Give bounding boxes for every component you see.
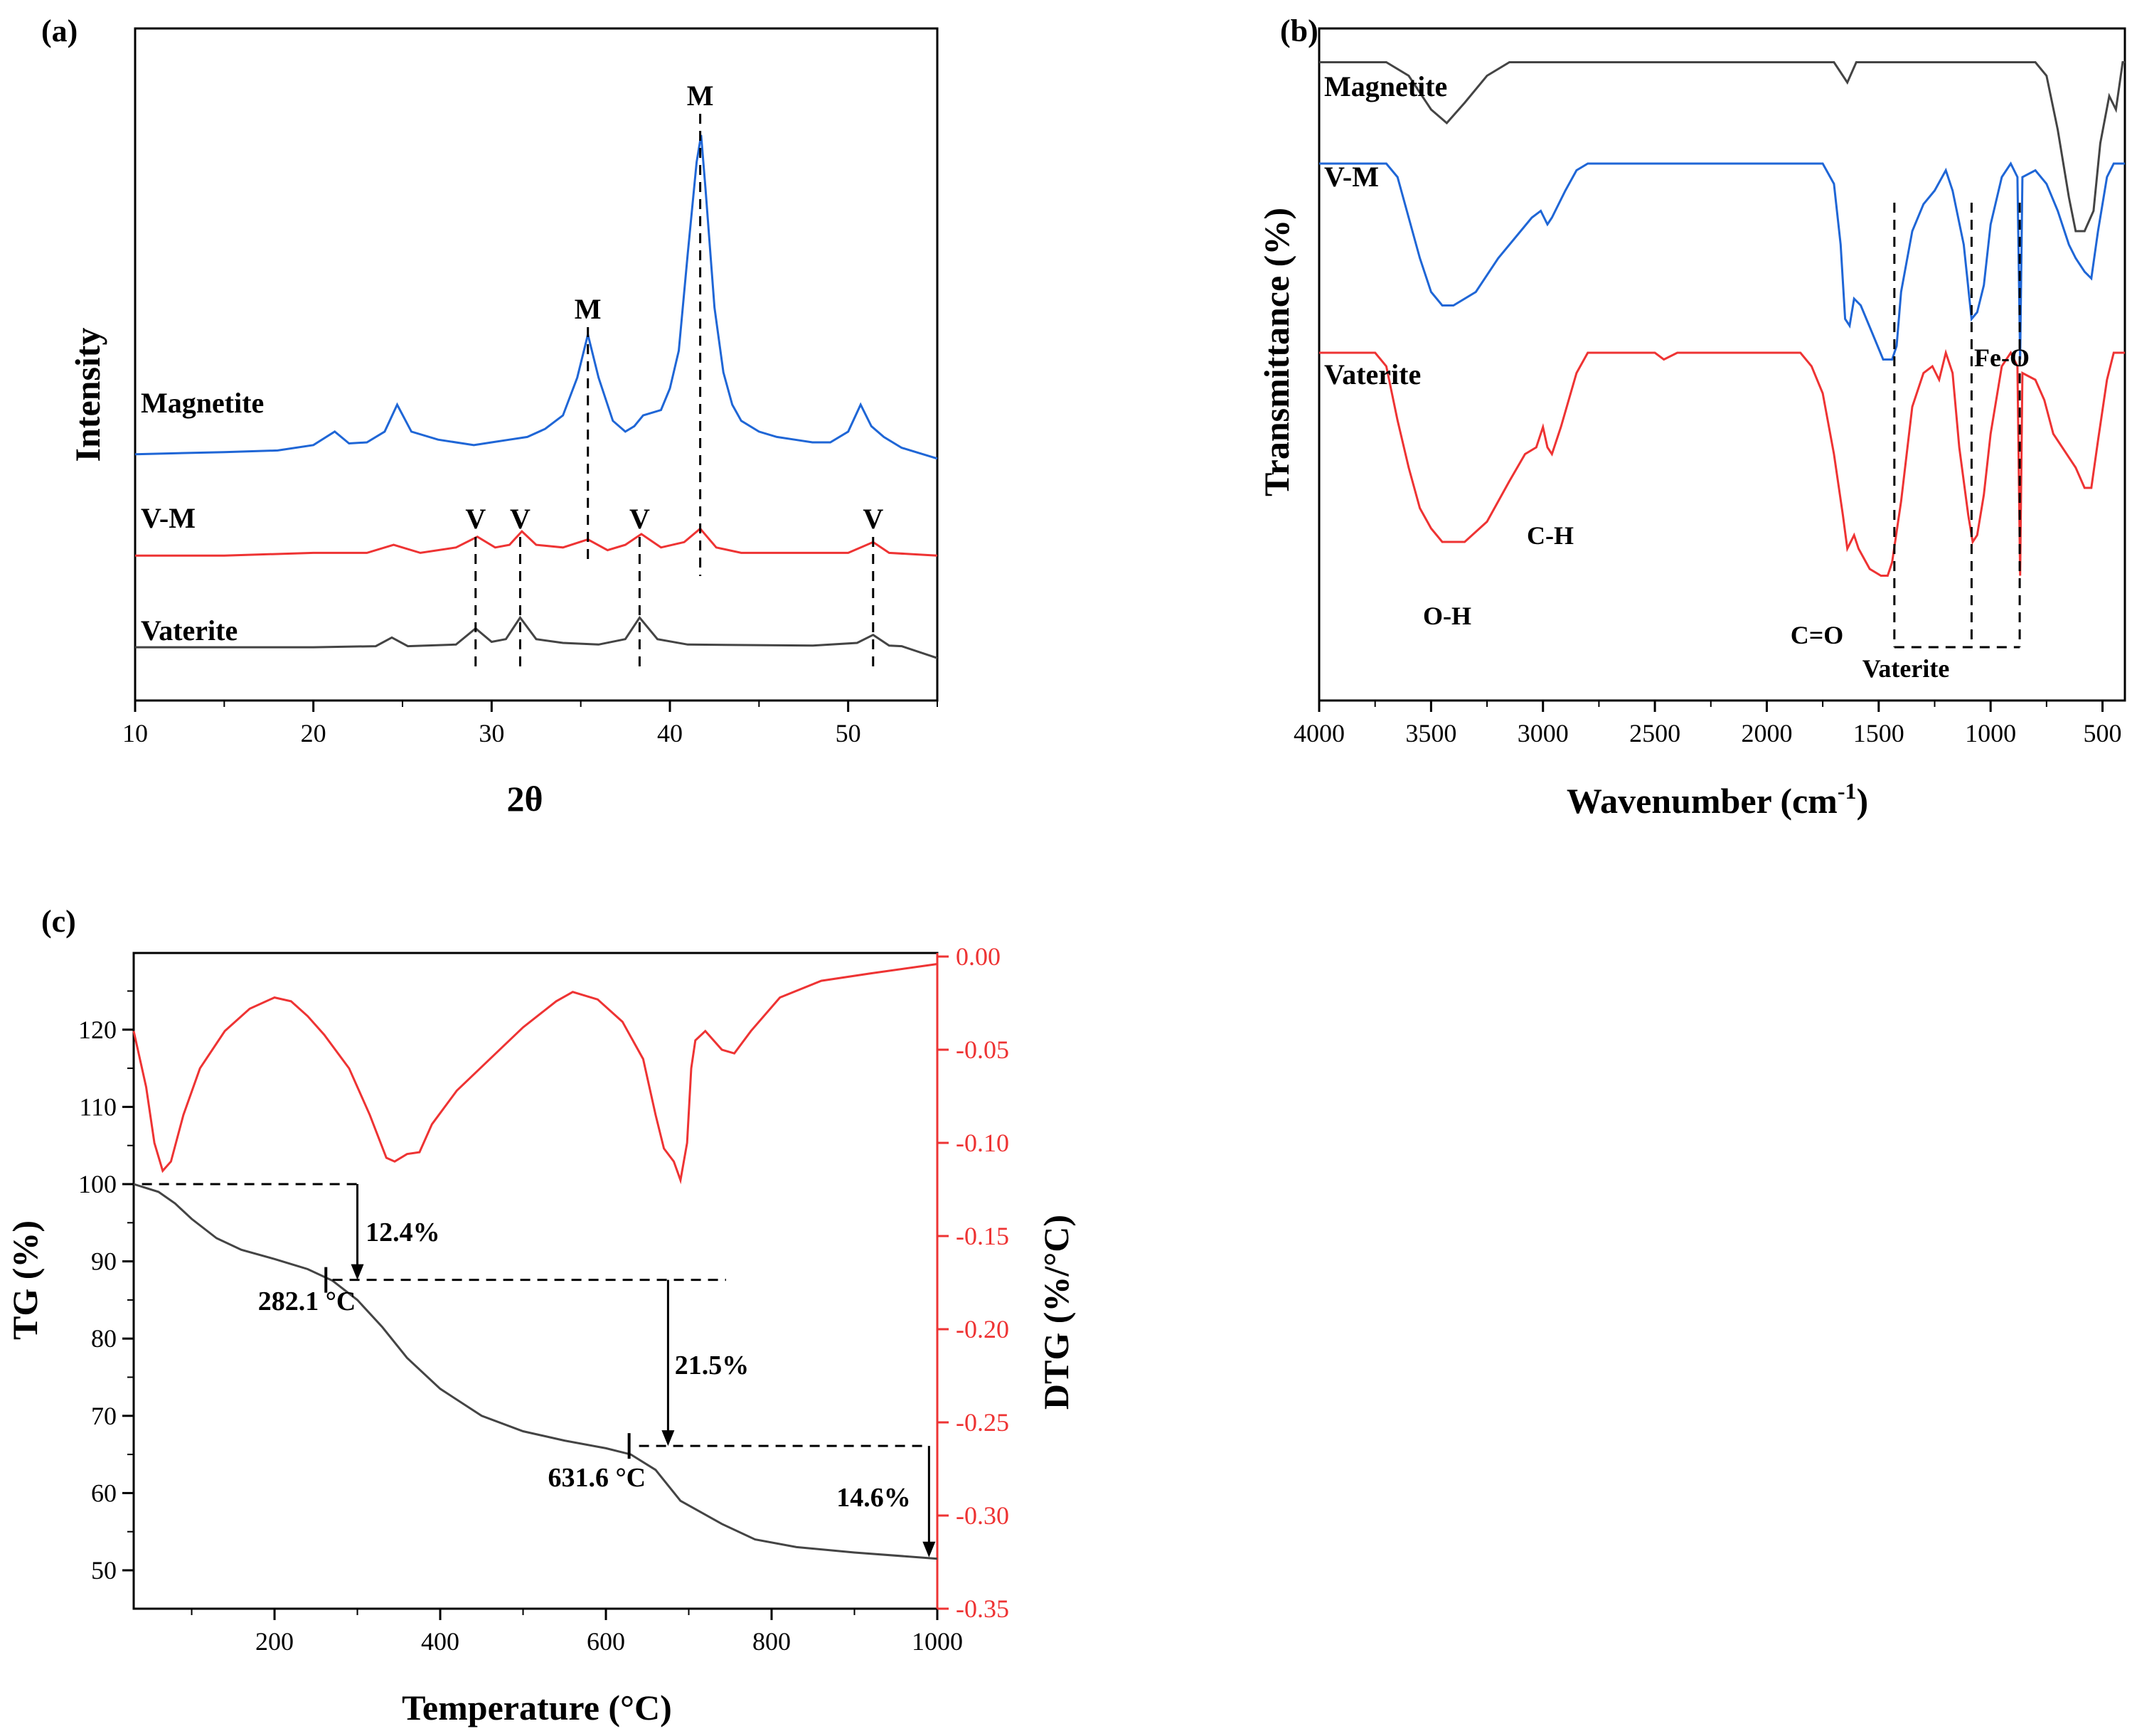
panel-b-xtick-label: 2500 [1629, 719, 1680, 747]
panel-a-xtick-label: 50 [836, 719, 861, 747]
panel-b-xtick-label: 1000 [1965, 719, 2016, 747]
panel-b-series-label: V-M [1324, 161, 1379, 193]
panel-c-arrow-3-head [922, 1541, 936, 1557]
panel-b-xlabel-main: Wavenumber (cm [1567, 781, 1838, 821]
panel-c-ylabel-left: TG (%) [5, 1220, 45, 1340]
panel-c-ytick-left-label: 110 [79, 1092, 117, 1121]
panel-b-series-label: Vaterite [1324, 358, 1421, 390]
panel-a-tag: (a) [41, 14, 78, 48]
panel-b-band-label: Vaterite [1862, 654, 1950, 683]
panel-b-xlabel-sup: -1 [1838, 778, 1857, 804]
panel-a-xtick-label: 30 [479, 719, 504, 747]
panel-a-ylabel: Intensity [68, 328, 107, 462]
panel-c-arrow-1-head [351, 1264, 364, 1280]
panel-c-ytick-left-label: 80 [91, 1324, 117, 1353]
panel-b-xtick-label: 3500 [1405, 719, 1456, 747]
panel-a-frame [134, 27, 939, 702]
panel-b-xtick-label: 1500 [1853, 719, 1904, 747]
panel-c-series-dtg [132, 963, 938, 1185]
panel-b-series-label: Magnetite [1324, 70, 1447, 102]
panel-b-band-label: C-H [1527, 521, 1574, 550]
panel-c-annotation: 21.5% [675, 1351, 750, 1380]
panel-c-series-tg [133, 1183, 938, 1560]
panel-a-series-magnetite [134, 134, 938, 460]
panel-a-series-label: Magnetite [141, 387, 264, 419]
panel-c-tag: (c) [41, 904, 76, 939]
panel-b-xtick-label: 2000 [1741, 719, 1792, 747]
panel-a-peak-label: V [510, 503, 531, 535]
panel-c-annotation: 282.1 °C [258, 1287, 356, 1316]
panel-b-xtick-label: 3000 [1518, 719, 1569, 747]
panel-c-plot-area: 200 400 600 800 1000 50 60 70 80 90 100 110 120 0.00 -… [78, 942, 1009, 1656]
panel-c-ytick-left-label: 90 [91, 1247, 117, 1276]
panel-a-peak-label: V [629, 503, 650, 535]
panel-c-annotation: 14.6% [836, 1483, 911, 1513]
panel-a-xlabel: 2θ [506, 779, 543, 819]
panel-b-series-magnetite [1319, 61, 2125, 233]
panel-c-xlabel: Temperature (°C) [402, 1688, 672, 1727]
panel-b-xtick-label: 500 [2084, 719, 2122, 747]
panel-c-ytick-left-label: 100 [78, 1170, 117, 1198]
panel-a-peak-label: M [575, 293, 602, 325]
panel-b-band-label: C=O [1791, 621, 1844, 649]
panel-b-xlabel: Wavenumber (cm-1) [1567, 778, 1868, 821]
panel-c-ytick-right-label: -0.30 [956, 1501, 1009, 1530]
panel-c-annotation: 12.4% [366, 1218, 440, 1247]
panel-c-xtick-label: 200 [255, 1627, 294, 1656]
panel-c-ytick-right-label: -0.25 [956, 1408, 1009, 1437]
panel-c-ytick-right-label: -0.35 [956, 1594, 1009, 1623]
panel-b-ylabel: Transmittance (%) [1257, 208, 1296, 496]
panel-b-xlabel-end: ) [1856, 781, 1868, 821]
panel-a-xtick-label: 20 [301, 719, 326, 747]
panel-c-ylabel-right: DTG (%/°C) [1036, 1215, 1076, 1410]
panel-a-xtick-label: 40 [657, 719, 683, 747]
panel-b-series-vm [1319, 161, 2125, 361]
panel-c-ytick-left-label: 50 [91, 1556, 117, 1585]
panel-b-band-label: O-H [1423, 602, 1471, 630]
panel-c-xtick-label: 1000 [912, 1627, 963, 1656]
panel-a-series-vaterite [135, 615, 938, 659]
panel-b-band-label: Fe-O [1974, 344, 2030, 372]
panel-c-ytick-right-label: -0.10 [956, 1129, 1009, 1157]
panel-b-tag: (b) [1280, 14, 1318, 48]
panel-c-ytick-left-label: 120 [78, 1016, 117, 1044]
panel-b-xtick-label: 4000 [1294, 719, 1345, 747]
panel-c-xtick-label: 400 [421, 1627, 459, 1656]
panel-a-series-label: V-M [141, 502, 196, 534]
panel-b-series-vaterite [1319, 348, 2125, 577]
panel-c-xtick-label: 600 [587, 1627, 625, 1656]
panel-c-ytick-left-label: 70 [91, 1402, 117, 1430]
panel-a-series-vm [135, 527, 938, 557]
panel-c-ytick-right-label: -0.05 [956, 1035, 1009, 1064]
panel-c-tga: (c) Temperature (°C) TG (%) DTG (%/°C) 2… [5, 904, 1076, 1727]
panel-c-arrow-2-head [661, 1430, 675, 1447]
panel-a-peak-label: V [465, 503, 486, 535]
panel-a-peak-label: V [863, 503, 883, 535]
panel-c-ytick-left-label: 60 [91, 1479, 117, 1507]
panel-a-peak-label: M [687, 80, 714, 112]
panel-a-xrd: (a) 2θ Intensity 10 20 30 40 50 Magnetite V-M V… [41, 14, 939, 819]
panel-b-ftir: (b) Wavenumber (cm-1) Transmittance (%) … [1257, 14, 2126, 821]
panel-c-ytick-right-label: -0.15 [956, 1222, 1009, 1250]
panel-a-series-label: Vaterite [141, 614, 238, 646]
panel-c-ytick-right-label: 0.00 [956, 942, 1001, 971]
panel-b-frame [1318, 27, 2126, 702]
panel-c-annotation: 631.6 °C [548, 1463, 646, 1493]
panel-b-plot-area: 4000 3500 3000 2500 2000 1500 1000 500 Magnetite… [1294, 27, 2126, 747]
panel-c-ytick-right-label: -0.20 [956, 1315, 1009, 1343]
panel-c-xtick-label: 800 [752, 1627, 791, 1656]
panel-a-xtick-label: 10 [122, 719, 148, 747]
